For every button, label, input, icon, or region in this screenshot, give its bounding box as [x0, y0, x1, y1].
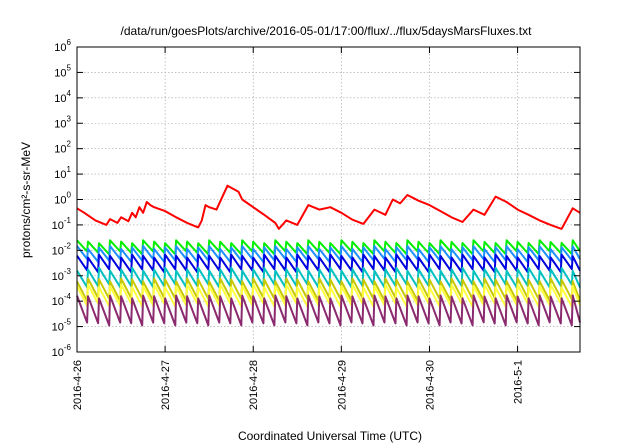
y-axis-label: protons/cm²-s-sr-MeV	[19, 142, 33, 258]
y-tick-label: 10-4	[52, 292, 72, 308]
x-tick-label: 2016-4-29	[336, 360, 348, 410]
series-layer	[76, 184, 581, 327]
y-tick-label: 103	[54, 114, 71, 130]
y-tick-label: 10-3	[52, 267, 72, 283]
y-tick-label: 10-6	[52, 343, 72, 359]
series-line	[76, 239, 581, 256]
y-tick-label: 106	[54, 38, 71, 54]
series-line	[76, 184, 581, 230]
y-tick-label: 105	[54, 63, 71, 79]
x-axis: 2016-4-26 2016-4-27 2016-4-28 2016-4-29 2016…	[72, 47, 525, 410]
y-tick-label: 101	[54, 165, 71, 181]
y-tick-label: 100	[54, 191, 71, 207]
y-axis: 10-6 10-5 10-4 10-3 10-2 10-1 100 101 102 103 104 1…	[52, 38, 580, 359]
x-tick-label: 2016-5-1	[513, 360, 525, 404]
y-tick-label: 10-1	[52, 216, 72, 232]
y-tick-label: 102	[54, 140, 71, 156]
x-axis-label: Coordinated Universal Time (UTC)	[238, 429, 422, 443]
y-tick-label: 10-5	[52, 318, 72, 334]
y-tick-label: 104	[54, 89, 71, 105]
x-tick-label: 2016-4-27	[160, 360, 172, 410]
x-tick-label: 2016-4-30	[424, 360, 436, 410]
x-tick-label: 2016-4-26	[72, 360, 84, 410]
chart-title: /data/run/goesPlots/archive/2016-05-01/1…	[121, 24, 533, 38]
x-tick-label: 2016-4-28	[248, 360, 260, 410]
series-line	[76, 294, 581, 327]
y-tick-label: 10-2	[52, 241, 72, 257]
